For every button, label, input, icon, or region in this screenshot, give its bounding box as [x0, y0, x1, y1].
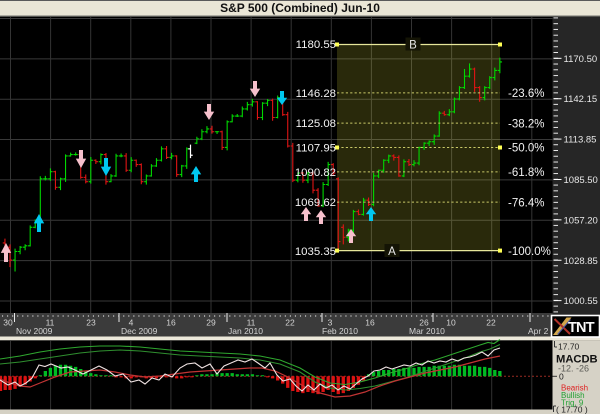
svg-text:Bullish: Bullish — [561, 391, 585, 400]
svg-text:-50.0%: -50.0% — [508, 143, 544, 155]
svg-text:11: 11 — [46, 318, 55, 328]
svg-text:Trig, 9: Trig, 9 — [561, 399, 584, 408]
svg-text:1090.82: 1090.82 — [295, 167, 336, 179]
svg-text:16: 16 — [166, 318, 176, 328]
svg-text:Nov 2009: Nov 2009 — [16, 326, 53, 336]
svg-text:29: 29 — [206, 318, 216, 328]
svg-text:3: 3 — [328, 318, 333, 328]
svg-text:-12. -26: -12. -26 — [558, 364, 589, 374]
svg-text:1146.28: 1146.28 — [296, 88, 336, 100]
svg-text:TNT: TNT — [568, 320, 595, 336]
svg-text:22: 22 — [285, 318, 295, 328]
svg-text:1057.20: 1057.20 — [564, 215, 598, 226]
svg-text:30: 30 — [3, 318, 13, 328]
svg-text:23: 23 — [86, 318, 96, 328]
svg-text:1000.55: 1000.55 — [564, 296, 598, 307]
svg-text:11: 11 — [247, 318, 256, 328]
svg-text:1107.95: 1107.95 — [296, 143, 336, 155]
svg-text:10: 10 — [446, 318, 456, 328]
svg-text:1125.08: 1125.08 — [296, 118, 336, 130]
svg-text:Jan 2010: Jan 2010 — [228, 326, 263, 336]
svg-text:22: 22 — [486, 318, 496, 328]
svg-text:1170.50: 1170.50 — [564, 54, 598, 65]
svg-text:B: B — [409, 40, 417, 52]
svg-text:1069.62: 1069.62 — [295, 197, 336, 209]
svg-text:26: 26 — [419, 318, 429, 328]
svg-text:1085.50: 1085.50 — [564, 175, 598, 186]
svg-text:-61.8%: -61.8% — [508, 167, 544, 179]
svg-text:1113.85: 1113.85 — [564, 135, 597, 146]
svg-text:A: A — [388, 246, 396, 258]
svg-text:1180.55: 1180.55 — [296, 39, 336, 51]
svg-text:17.70: 17.70 — [558, 342, 580, 352]
svg-text:0: 0 — [559, 371, 564, 381]
svg-text:Apr 2: Apr 2 — [528, 326, 549, 336]
svg-text:Bearish: Bearish — [561, 384, 588, 393]
svg-text:1028.85: 1028.85 — [564, 256, 598, 267]
svg-text:Feb 2010: Feb 2010 — [322, 326, 358, 336]
svg-text:Dec 2009: Dec 2009 — [121, 326, 158, 336]
svg-text:1142.15: 1142.15 — [564, 94, 598, 105]
svg-text:4: 4 — [129, 318, 134, 328]
svg-text:S&P 500 (Combined) Jun-10: S&P 500 (Combined) Jun-10 — [220, 1, 380, 15]
svg-text:MACDB: MACDB — [556, 354, 598, 366]
svg-text:1035.35: 1035.35 — [295, 246, 336, 258]
svg-text:-23.6%: -23.6% — [508, 88, 544, 100]
svg-text:16: 16 — [365, 318, 375, 328]
svg-text:( 17.70 ): ( 17.70 ) — [556, 405, 588, 414]
svg-text:Mar 2010: Mar 2010 — [409, 326, 445, 336]
svg-text:-100.0%: -100.0% — [508, 246, 551, 258]
svg-text:-38.2%: -38.2% — [508, 118, 544, 130]
svg-text:-76.4%: -76.4% — [508, 197, 544, 209]
